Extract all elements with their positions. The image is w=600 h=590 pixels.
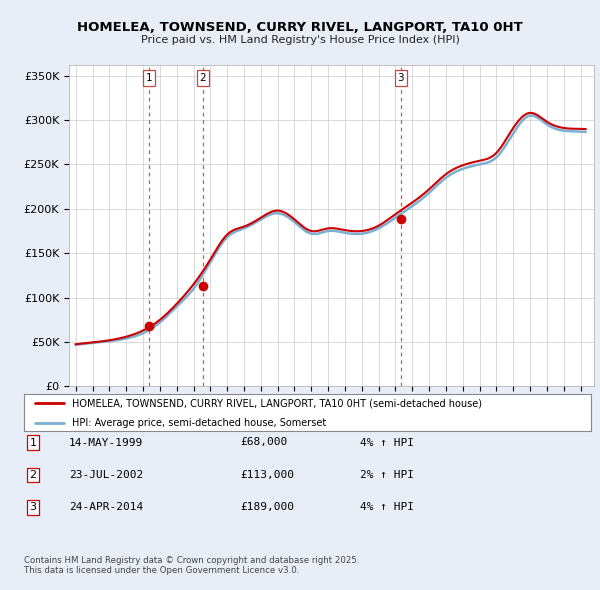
Text: £113,000: £113,000 — [240, 470, 294, 480]
Text: £189,000: £189,000 — [240, 503, 294, 512]
Text: 2: 2 — [200, 73, 206, 83]
Text: Contains HM Land Registry data © Crown copyright and database right 2025.
This d: Contains HM Land Registry data © Crown c… — [24, 556, 359, 575]
Text: 4% ↑ HPI: 4% ↑ HPI — [360, 503, 414, 512]
Text: 3: 3 — [29, 503, 37, 512]
Text: 1: 1 — [146, 73, 152, 83]
Text: 4% ↑ HPI: 4% ↑ HPI — [360, 438, 414, 447]
Text: HOMELEA, TOWNSEND, CURRY RIVEL, LANGPORT, TA10 0HT (semi-detached house): HOMELEA, TOWNSEND, CURRY RIVEL, LANGPORT… — [72, 398, 482, 408]
Text: £68,000: £68,000 — [240, 438, 287, 447]
Text: Price paid vs. HM Land Registry's House Price Index (HPI): Price paid vs. HM Land Registry's House … — [140, 35, 460, 45]
Text: 2: 2 — [29, 470, 37, 480]
Text: 14-MAY-1999: 14-MAY-1999 — [69, 438, 143, 447]
Text: 24-APR-2014: 24-APR-2014 — [69, 503, 143, 512]
Text: 2% ↑ HPI: 2% ↑ HPI — [360, 470, 414, 480]
Text: 23-JUL-2002: 23-JUL-2002 — [69, 470, 143, 480]
Text: HPI: Average price, semi-detached house, Somerset: HPI: Average price, semi-detached house,… — [72, 418, 326, 428]
Text: 1: 1 — [29, 438, 37, 447]
Text: 3: 3 — [398, 73, 404, 83]
Text: HOMELEA, TOWNSEND, CURRY RIVEL, LANGPORT, TA10 0HT: HOMELEA, TOWNSEND, CURRY RIVEL, LANGPORT… — [77, 21, 523, 34]
